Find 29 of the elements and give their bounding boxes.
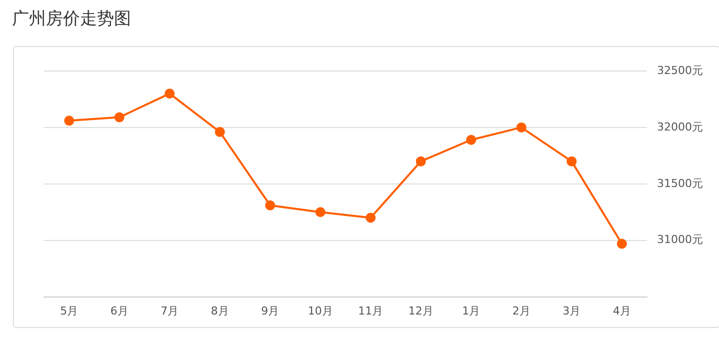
- x-tick-label: 5月: [60, 304, 78, 318]
- x-tick-label: 4月: [612, 304, 631, 318]
- y-tick-label: 31500元: [657, 176, 704, 190]
- x-tick-label: 12月: [408, 304, 434, 318]
- point: [466, 134, 476, 145]
- point: [315, 207, 326, 218]
- chart-title: 广州房价走势图: [12, 8, 131, 30]
- point: [265, 200, 276, 210]
- x-tick-label: 7月: [160, 304, 179, 318]
- point: [416, 156, 426, 166]
- point: [616, 238, 627, 249]
- point: [64, 116, 74, 126]
- y-tick-label: 32000元: [657, 120, 704, 134]
- point: [214, 126, 225, 137]
- y-tick-label: 32500元: [657, 64, 704, 77]
- point: [114, 112, 124, 122]
- x-tick-label: 8月: [210, 304, 229, 318]
- x-tick-label: 2月: [512, 304, 530, 318]
- x-tick-label: 11月: [358, 304, 384, 318]
- x-tick-label: 9月: [261, 304, 280, 318]
- point: [566, 156, 577, 166]
- x-tick-label: 1月: [462, 304, 480, 318]
- x-tick-label: 3月: [562, 304, 581, 318]
- x-tick-label: 6月: [110, 304, 128, 318]
- point: [164, 88, 175, 99]
- x-tick-label: 10月: [308, 304, 333, 318]
- point: [516, 122, 526, 132]
- point: [366, 212, 376, 223]
- y-tick-label: 31000元: [657, 233, 704, 246]
